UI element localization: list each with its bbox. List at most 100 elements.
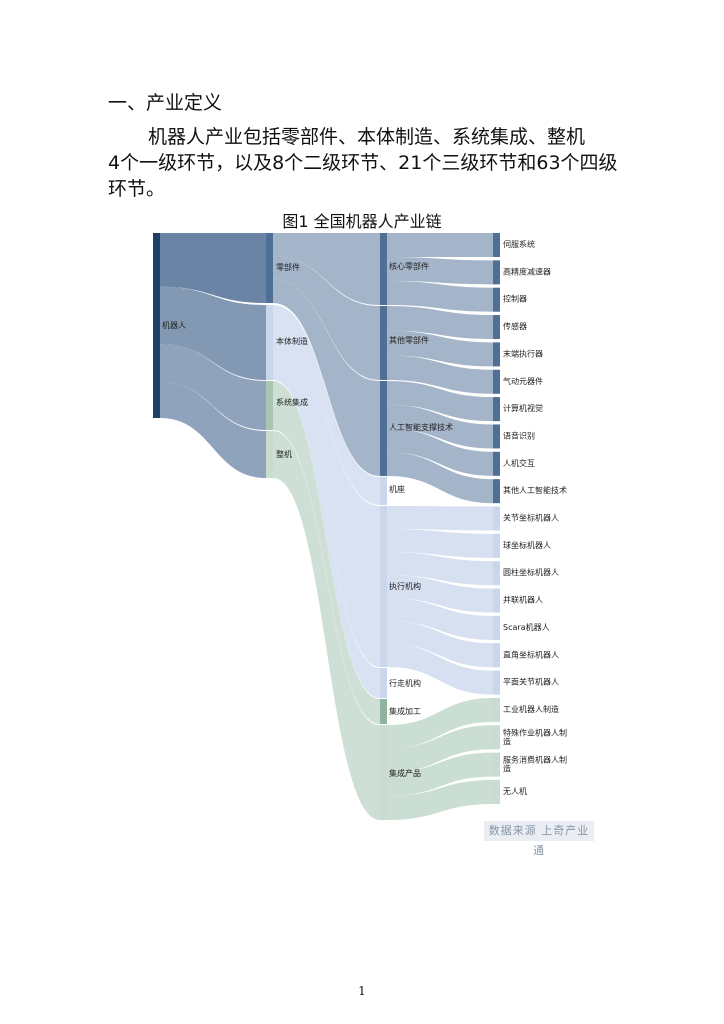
link-l2-l3 xyxy=(387,621,493,668)
node-label: 关节坐标机器人 xyxy=(503,513,559,523)
node-l2 xyxy=(380,725,387,820)
node-l3 xyxy=(493,260,500,285)
node-label: 特殊作业机器人制 xyxy=(503,727,567,737)
link-l2-l3 xyxy=(387,575,493,613)
node-l3 xyxy=(493,506,500,531)
node-label: 造 xyxy=(503,736,511,746)
node-label: 高精度减速器 xyxy=(503,266,551,276)
node-l2 xyxy=(380,381,387,476)
link-l2-l3 xyxy=(387,644,493,695)
node-label: 执行机构 xyxy=(389,581,421,591)
link-l2-l3 xyxy=(387,306,493,340)
node-label: 传感器 xyxy=(503,321,527,331)
link-l1-l2 xyxy=(273,355,380,698)
node-l3 xyxy=(493,533,500,558)
node-l3 xyxy=(493,369,500,394)
link-l2-l3 xyxy=(387,330,493,367)
node-label: 球坐标机器人 xyxy=(503,540,551,550)
node-label: 整机 xyxy=(276,449,292,459)
link-l1-l2 xyxy=(273,256,380,380)
paragraph-line: 环节。 xyxy=(108,178,166,200)
node-label: 伺服系统 xyxy=(503,239,535,249)
section-heading: 一、产业定义 xyxy=(108,92,223,114)
node-l3 xyxy=(493,424,500,449)
node-l2 xyxy=(380,699,387,724)
link-l2-l3 xyxy=(387,780,493,820)
link-l2-l3 xyxy=(387,752,493,797)
link-l2-l3 xyxy=(387,452,493,504)
node-l3 xyxy=(493,315,500,340)
node-l3 xyxy=(493,670,500,695)
node-l3 xyxy=(493,752,500,777)
node-l3 xyxy=(493,780,500,804)
node-label: 本体制造 xyxy=(276,336,308,346)
node-label: 造 xyxy=(503,764,511,774)
node-label: 机座 xyxy=(389,484,405,494)
node-label: 零部件 xyxy=(276,262,300,272)
link-l0-l1 xyxy=(160,344,266,430)
node-l3 xyxy=(493,561,500,586)
node-label: 计算机视觉 xyxy=(503,403,543,413)
link-l1-l2 xyxy=(273,381,380,724)
link-l2-l3 xyxy=(387,233,493,257)
node-l2 xyxy=(380,668,387,698)
node-label: 直角坐标机器人 xyxy=(503,649,559,659)
node-l3 xyxy=(493,342,500,367)
node-label: 工业机器人制造 xyxy=(503,704,559,714)
node-label: 行走机构 xyxy=(389,678,421,688)
node-l1 xyxy=(266,305,273,380)
node-l3 xyxy=(493,287,500,312)
node-l1 xyxy=(266,431,273,478)
link-l1-l2 xyxy=(273,330,380,667)
node-l3 xyxy=(493,725,500,750)
link-l2-l3 xyxy=(387,552,493,586)
paragraph-line: 4个一级环节，以及8个二级环节、21个三级环节和63个四级 xyxy=(108,152,618,174)
node-l3 xyxy=(493,233,500,257)
link-l2-l3 xyxy=(387,529,493,558)
node-label: 集成加工 xyxy=(389,706,421,716)
node-label: Scara机器人 xyxy=(503,622,550,632)
link-l2-l3 xyxy=(387,281,493,312)
node-label: 圆柱坐标机器人 xyxy=(503,567,559,577)
link-l2-l3 xyxy=(387,598,493,640)
node-l3 xyxy=(493,643,500,668)
node-label: 控制器 xyxy=(503,294,527,304)
node-label: 其他零部件 xyxy=(389,335,429,345)
link-l1-l2 xyxy=(273,305,380,505)
paragraph-line: 机器人产业包括零部件、本体制造、系统集成、整机 xyxy=(148,126,586,148)
node-label: 机器人 xyxy=(162,320,186,330)
node-l2 xyxy=(380,477,387,505)
node-l3 xyxy=(493,588,500,613)
node-label: 平面关节机器人 xyxy=(503,677,559,687)
node-label: 人工智能支撑技术 xyxy=(389,422,453,432)
node-label: 集成产品 xyxy=(389,768,421,778)
figure-title: 图1 全国机器人产业链 xyxy=(282,212,442,231)
node-l0 xyxy=(153,233,160,418)
node-l3 xyxy=(493,615,500,640)
node-label: 气动元器件 xyxy=(503,376,543,386)
node-label: 末端执行器 xyxy=(503,348,543,358)
node-l2 xyxy=(380,233,387,305)
link-l2-l3 xyxy=(387,257,493,285)
links xyxy=(160,233,493,820)
node-label: 核心零部件 xyxy=(389,261,429,271)
node-l1 xyxy=(266,233,273,303)
node-label: 并联机器人 xyxy=(503,595,543,605)
node-label: 无人机 xyxy=(503,786,527,796)
link-l0-l1 xyxy=(160,233,266,303)
link-l1-l2 xyxy=(273,279,380,476)
link-l2-l3 xyxy=(387,355,493,394)
node-label: 语音识别 xyxy=(503,430,535,440)
node-l2 xyxy=(380,306,387,380)
nodes xyxy=(153,233,500,820)
page-number: 1 xyxy=(358,984,366,998)
node-l1 xyxy=(266,381,273,430)
node-l3 xyxy=(493,479,500,504)
link-l2-l3 xyxy=(387,428,493,476)
link-l0-l1 xyxy=(160,381,266,478)
node-label: 系统集成 xyxy=(276,397,308,407)
link-l0-l1 xyxy=(160,286,266,380)
node-l2 xyxy=(380,506,387,667)
